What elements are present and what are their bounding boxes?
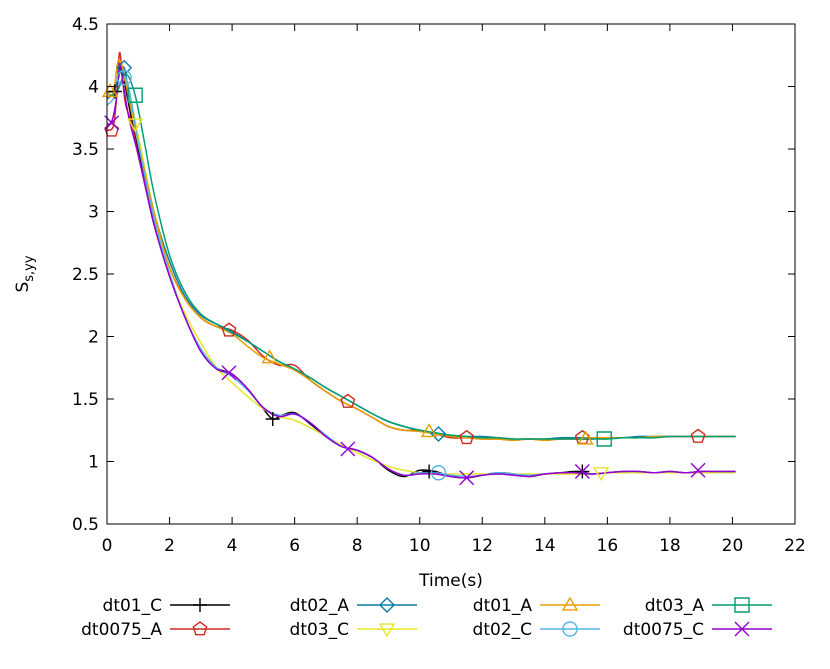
legend-marker [734,597,750,613]
y-tick-label: 4 [88,78,99,98]
legend-label: dt02_A [290,596,350,616]
plot-lines [106,51,736,479]
series-marker-dt01_C [422,464,437,479]
y-tick-label: 1.5 [72,390,99,410]
series-line-dt03_C [106,79,736,475]
series-marker-dt0075_C [690,462,706,478]
y-tick-label: 2.5 [72,265,99,285]
legend-entry: dt01_A [473,596,600,616]
legend: dt01_C dt0075_A dt02_A dt03_C dt01_A dt02_C dt… [81,596,772,640]
x-tick-label: 6 [289,536,300,556]
series-marker-dt01_A [577,430,594,445]
y-tick-label: 4.5 [72,15,99,35]
series-line-dt02_A [106,66,736,440]
x-tick-label: 14 [534,536,556,556]
series-marker-dt01_A [261,349,278,364]
x-tick-label: 12 [471,536,493,556]
series-marker-dt0075_C [221,365,237,381]
legend-label: dt03_A [645,596,705,616]
legend-entry: dt02_C [473,620,600,640]
legend-label: dt03_C [290,620,349,640]
legend-label: dt01_C [103,596,162,616]
y-tick-label: 0.5 [72,515,99,535]
series-marker-dt0075_C [459,470,475,486]
series-marker-dt0075_A [104,122,120,137]
series-marker-dt03_A [596,431,612,447]
series-marker-dt01_A [420,423,438,438]
series-line-dt0075_C [106,62,736,479]
legend-entry: dt0075_C [623,620,772,640]
legend-entry: dt03_C [290,620,417,640]
legend-entry: dt03_A [645,596,772,616]
y-axis-label-main: S [13,282,33,293]
series-marker-dt03_C [126,118,144,133]
plot-markers [101,59,706,486]
y-axis-label: Ss,yy [13,255,37,292]
plot-area-frame [106,23,796,525]
x-tick-label: 10 [409,536,431,556]
series-marker-dt0075_A [459,429,475,445]
series-marker-dt0075_A [340,393,356,408]
series-line-dt03_A [106,73,736,440]
x-tick-label: 16 [597,536,619,556]
series-marker-dt02_A [116,59,133,76]
legend-marker [734,621,750,637]
series-marker-dt02_C [430,465,447,481]
legend-marker [192,621,208,636]
x-tick-label: 0 [102,536,113,556]
series-marker-dt03_C [592,467,610,482]
y-tick-label: 3.5 [72,140,99,160]
legend-entry: dt0075_A [81,620,230,640]
axis-tick-labels: 0 2 4 6 8 10 12 14 16 18 20 22 0.5 1 1.5 2 2.5 3 3.5 4 4.5 [72,15,806,556]
series-marker-dt02_C [116,70,132,86]
series-marker-dt0075_A [690,428,706,443]
series-marker-dt0075_A [221,322,237,337]
legend-marker [379,597,395,613]
series-line-dt02_C [106,76,736,478]
series-marker-dt0075_C [340,441,356,457]
y-tick-label: 1 [88,453,99,473]
legend-entry: dt01_C [103,596,230,616]
x-tick-label: 2 [164,536,175,556]
x-tick-label: 22 [784,536,806,556]
legend-label: dt0075_C [623,620,704,640]
legend-marker [378,623,396,638]
series-marker-dt01_C [265,412,280,426]
legend-marker [562,621,578,637]
x-tick-label: 18 [659,536,681,556]
axis-ticks [106,23,796,525]
legend-entry: dt02_A [290,596,417,616]
x-axis-label: Time(s) [418,571,483,591]
y-axis-label-subscript: s,yy [22,255,37,282]
x-tick-label: 4 [227,536,238,556]
legend-label: dt0075_A [81,620,162,640]
legend-label: dt02_C [473,620,532,640]
y-tick-label: 3 [88,203,99,223]
x-tick-label: 8 [352,536,363,556]
y-tick-label: 2 [88,328,99,348]
series-line-dt0075_A [106,51,736,442]
legend-marker [193,598,207,612]
series-line-dt01_C [106,64,736,479]
x-tick-label: 20 [722,536,744,556]
series-marker-dt03_A [127,87,143,103]
legend-marker [561,596,579,611]
series-line-dt01_A [106,59,736,442]
legend-label: dt01_A [473,596,533,616]
series-marker-dt0075_C [574,464,590,479]
